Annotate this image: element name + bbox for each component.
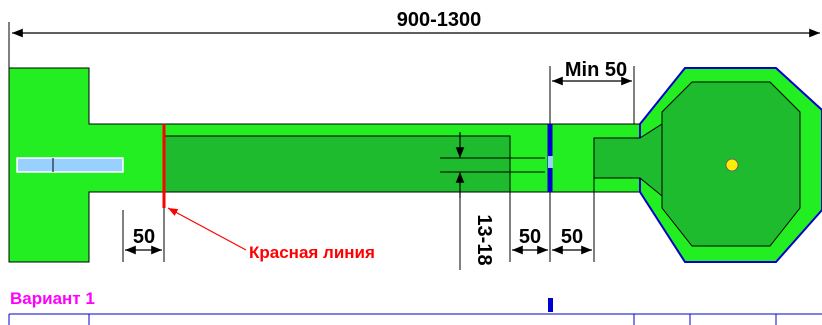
separator-gap: [548, 156, 553, 168]
dim-overall-label: 900-1300: [397, 9, 482, 31]
dim-50a-label: 50: [133, 226, 155, 248]
dim-50c-label: 50: [561, 226, 583, 248]
red-line-leader: [167, 207, 247, 251]
inner-channel: [164, 135, 511, 193]
center-dot: [725, 158, 739, 172]
left-slot: [16, 157, 124, 173]
variant-blue-mark: [548, 298, 553, 312]
dim-depth-label: 13-18: [473, 214, 495, 265]
variant-label: Вариант 1: [10, 289, 95, 308]
red-line-label: Красная линия: [249, 243, 375, 262]
dim-min-label: Min 50: [565, 59, 627, 81]
dim-50b-label: 50: [519, 226, 541, 248]
